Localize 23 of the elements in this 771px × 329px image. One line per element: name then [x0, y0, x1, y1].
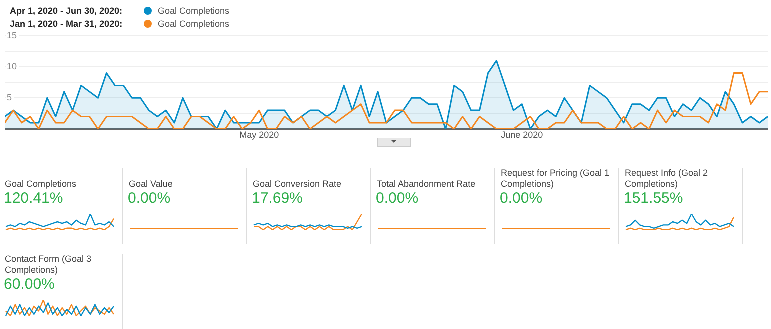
x-tick-label: June 2020 — [501, 130, 544, 140]
y-tick-label: 15 — [7, 30, 18, 40]
text: 120.41% — [4, 190, 64, 207]
x-tick-label: May 2020 — [240, 130, 280, 140]
text: 0.00% — [500, 190, 543, 207]
text: Apr 1, 2020 - Jun 30, 2020: — [10, 5, 124, 18]
y-tick-label: 10 — [7, 62, 18, 72]
text: Goal Value — [129, 178, 174, 190]
y-tick-label: 5 — [7, 92, 12, 103]
chart-title: Goal Conversion Rate — [253, 178, 343, 190]
text: 60.00% — [4, 276, 55, 293]
text: Total Abandonment Rate — [377, 178, 477, 190]
text: Jan 1, 2020 - Mar 31, 2020: — [10, 18, 124, 31]
legend-label: Goal Completions — [158, 6, 230, 16]
text: 0.00% — [128, 190, 171, 207]
chart-title: Contact Form (Goal 3 Completions) — [5, 254, 93, 276]
legend-label: Goal Completions — [158, 19, 230, 29]
text: 0.00% — [376, 190, 419, 207]
text: 17.69% — [252, 190, 303, 207]
text: Request for Pricing (Goal 1 Completions) — [501, 168, 611, 190]
text: 151.55% — [624, 190, 684, 207]
chart-title: Goal Completions — [5, 178, 78, 190]
chart-title: Request Info (Goal 2 Completions) — [625, 168, 710, 190]
